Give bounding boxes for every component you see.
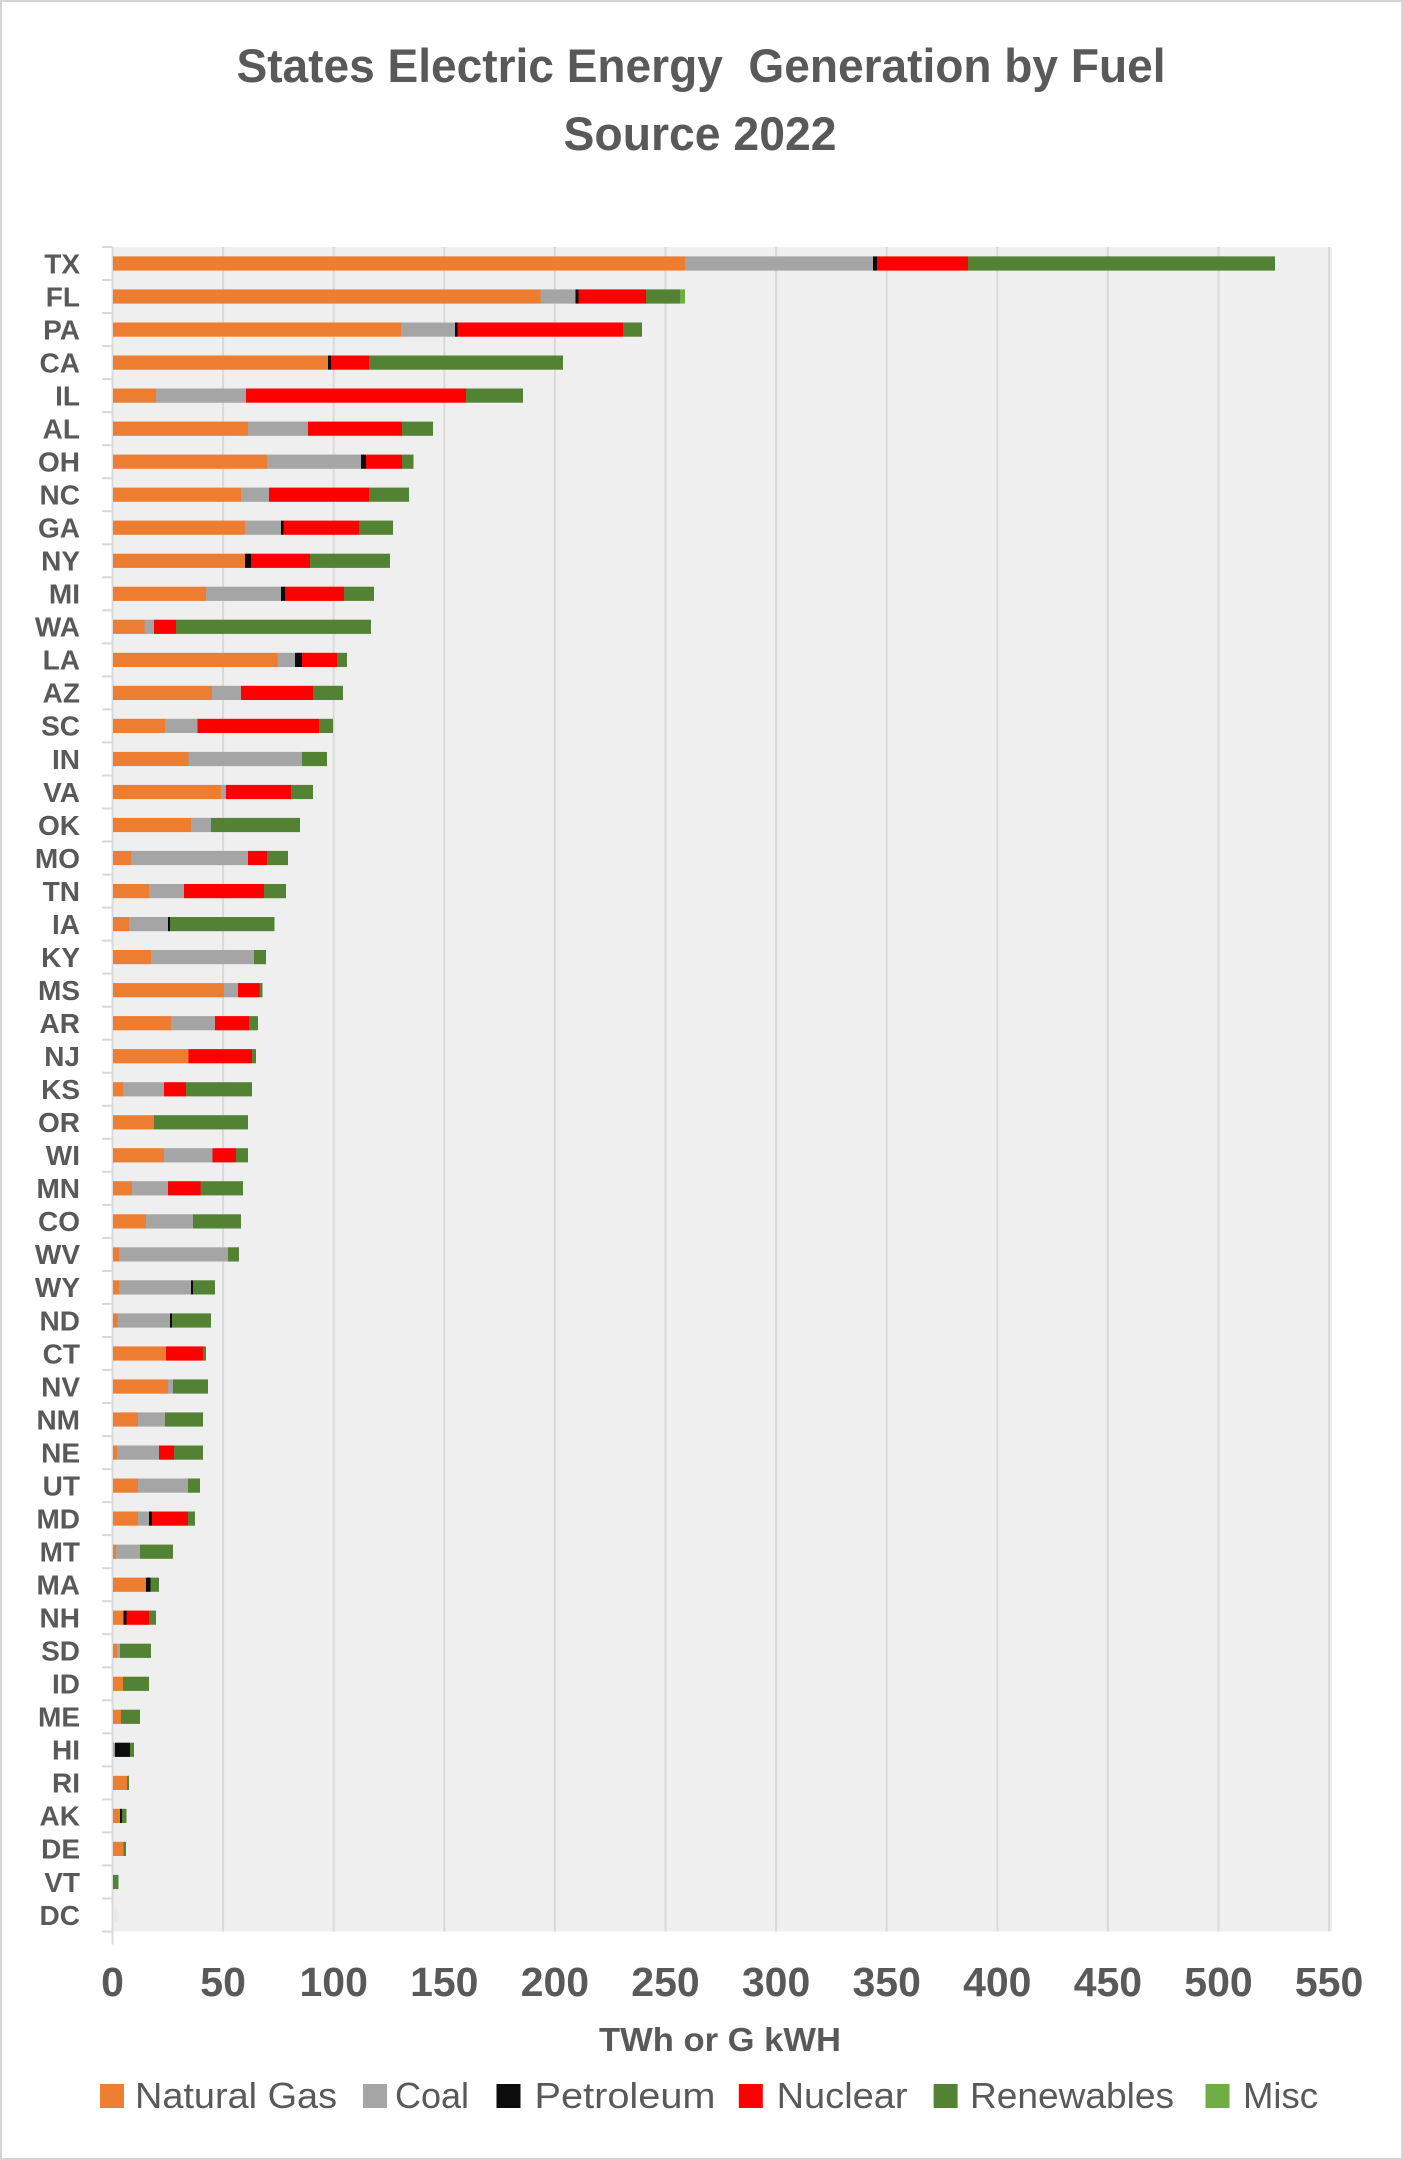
svg-text:Petroleum: Petroleum bbox=[535, 2075, 716, 2116]
svg-text:MT: MT bbox=[40, 1537, 80, 1568]
svg-text:MS: MS bbox=[38, 975, 80, 1006]
svg-text:NV: NV bbox=[41, 1371, 80, 1402]
svg-text:TX: TX bbox=[44, 248, 80, 279]
svg-text:CA: CA bbox=[40, 347, 80, 378]
svg-text:AR: AR bbox=[40, 1008, 80, 1039]
svg-text:NE: NE bbox=[41, 1437, 80, 1468]
svg-text:TWh or G kWH: TWh or G kWH bbox=[599, 2021, 841, 2058]
svg-text:GA: GA bbox=[38, 513, 80, 544]
svg-text:Natural Gas: Natural Gas bbox=[135, 2075, 337, 2116]
svg-text:MN: MN bbox=[36, 1173, 80, 1204]
svg-text:500: 500 bbox=[1184, 1959, 1252, 2005]
svg-text:AK: AK bbox=[40, 1801, 80, 1832]
svg-text:ND: ND bbox=[40, 1305, 80, 1336]
svg-text:Misc: Misc bbox=[1243, 2075, 1318, 2116]
svg-text:ME: ME bbox=[38, 1702, 80, 1733]
svg-text:NM: NM bbox=[36, 1404, 80, 1435]
svg-text:NH: NH bbox=[40, 1603, 80, 1634]
svg-text:300: 300 bbox=[742, 1959, 810, 2005]
svg-text:DE: DE bbox=[41, 1834, 80, 1865]
svg-text:Nuclear: Nuclear bbox=[777, 2075, 908, 2116]
svg-text:450: 450 bbox=[1074, 1959, 1142, 2005]
svg-text:IL: IL bbox=[55, 380, 80, 411]
svg-text:NJ: NJ bbox=[44, 1041, 80, 1072]
svg-text:OR: OR bbox=[38, 1107, 80, 1138]
svg-text:FL: FL bbox=[46, 281, 80, 312]
svg-text:OK: OK bbox=[38, 810, 80, 841]
svg-text:WY: WY bbox=[35, 1272, 80, 1303]
svg-text:350: 350 bbox=[852, 1959, 920, 2005]
svg-text:ID: ID bbox=[52, 1669, 80, 1700]
svg-text:MD: MD bbox=[36, 1503, 80, 1534]
svg-text:WA: WA bbox=[35, 612, 80, 643]
svg-text:50: 50 bbox=[200, 1959, 246, 2005]
svg-text:Source 2022: Source 2022 bbox=[564, 107, 837, 160]
svg-text:0: 0 bbox=[101, 1959, 124, 2005]
svg-text:Coal: Coal bbox=[395, 2075, 469, 2116]
svg-text:NY: NY bbox=[41, 546, 80, 577]
svg-text:KY: KY bbox=[41, 942, 80, 973]
svg-text:100: 100 bbox=[299, 1959, 367, 2005]
svg-text:UT: UT bbox=[43, 1470, 80, 1501]
svg-text:SC: SC bbox=[41, 711, 80, 742]
svg-text:550: 550 bbox=[1295, 1959, 1363, 2005]
svg-text:400: 400 bbox=[963, 1959, 1031, 2005]
svg-text:PA: PA bbox=[43, 314, 80, 345]
svg-text:MO: MO bbox=[35, 843, 80, 874]
svg-text:IA: IA bbox=[52, 909, 80, 940]
svg-text:OH: OH bbox=[38, 447, 80, 478]
svg-text:States Electric Energy Genera: States Electric Energy Generation by Fue… bbox=[237, 39, 1166, 92]
svg-text:MI: MI bbox=[49, 579, 80, 610]
svg-text:HI: HI bbox=[52, 1735, 80, 1766]
svg-text:AZ: AZ bbox=[43, 678, 80, 709]
svg-text:CO: CO bbox=[38, 1206, 80, 1237]
svg-text:WI: WI bbox=[46, 1140, 80, 1171]
svg-text:VA: VA bbox=[43, 777, 80, 808]
svg-text:DC: DC bbox=[40, 1900, 80, 1931]
svg-text:MA: MA bbox=[36, 1570, 80, 1601]
svg-text:SD: SD bbox=[41, 1636, 80, 1667]
svg-text:150: 150 bbox=[410, 1959, 478, 2005]
svg-text:250: 250 bbox=[631, 1959, 699, 2005]
svg-text:VT: VT bbox=[44, 1867, 80, 1898]
svg-text:200: 200 bbox=[521, 1959, 589, 2005]
svg-text:KS: KS bbox=[41, 1074, 80, 1105]
svg-text:NC: NC bbox=[40, 480, 80, 511]
svg-text:WV: WV bbox=[35, 1239, 80, 1270]
svg-text:CT: CT bbox=[43, 1338, 80, 1369]
svg-text:RI: RI bbox=[52, 1768, 80, 1799]
svg-text:AL: AL bbox=[43, 414, 80, 445]
svg-text:Renewables: Renewables bbox=[970, 2075, 1174, 2116]
svg-text:IN: IN bbox=[52, 744, 80, 775]
svg-text:TN: TN bbox=[43, 876, 80, 907]
svg-text:LA: LA bbox=[43, 645, 80, 676]
